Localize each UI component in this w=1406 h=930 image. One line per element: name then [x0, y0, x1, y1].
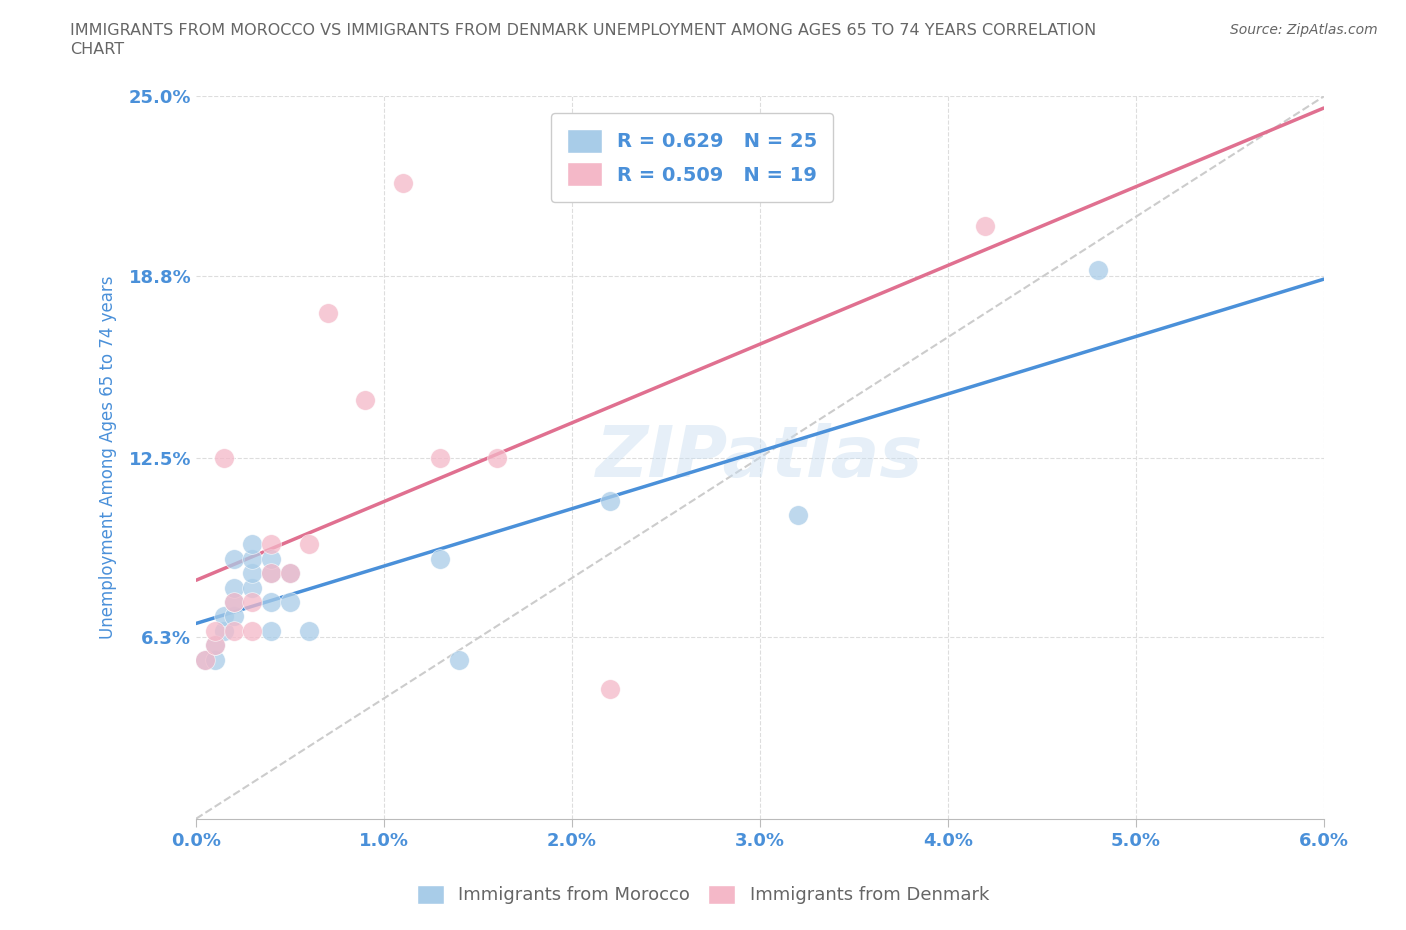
Point [204, 652, 226, 667]
Point [429, 551, 451, 566]
Legend: R = 0.629   N = 25, R = 0.509   N = 19: R = 0.629 N = 25, R = 0.509 N = 19 [551, 113, 834, 202]
Point [222, 580, 245, 595]
Point [222, 609, 245, 624]
Point [278, 565, 301, 580]
Point [194, 652, 217, 667]
Point [204, 638, 226, 653]
Point [214, 623, 236, 638]
Point [242, 623, 264, 638]
Point [242, 565, 264, 580]
Text: ZIPatlas: ZIPatlas [596, 423, 924, 492]
Point [260, 623, 283, 638]
Point [194, 652, 217, 667]
Point [204, 638, 226, 653]
Point [204, 623, 226, 638]
Point [214, 450, 236, 465]
Text: IMMIGRANTS FROM MOROCCO VS IMMIGRANTS FROM DENMARK UNEMPLOYMENT AMONG AGES 65 TO: IMMIGRANTS FROM MOROCCO VS IMMIGRANTS FR… [70, 23, 1097, 38]
Point [260, 565, 283, 580]
Point [316, 306, 339, 321]
Point [260, 594, 283, 609]
Point [222, 594, 245, 609]
Point [260, 565, 283, 580]
Point [974, 219, 997, 233]
Point [260, 551, 283, 566]
Point [242, 594, 264, 609]
Text: CHART: CHART [70, 42, 124, 57]
Text: Source: ZipAtlas.com: Source: ZipAtlas.com [1230, 23, 1378, 37]
Point [278, 565, 301, 580]
Point [429, 450, 451, 465]
Point [449, 652, 471, 667]
Point [485, 450, 508, 465]
Point [298, 623, 321, 638]
Point [354, 392, 377, 407]
Point [214, 609, 236, 624]
Point [298, 537, 321, 551]
Legend: Immigrants from Morocco, Immigrants from Denmark: Immigrants from Morocco, Immigrants from… [409, 878, 997, 911]
Y-axis label: Unemployment Among Ages 65 to 74 years: Unemployment Among Ages 65 to 74 years [100, 276, 117, 639]
Point [222, 623, 245, 638]
Point [242, 580, 264, 595]
Point [786, 508, 808, 523]
Point [1087, 262, 1109, 277]
Point [599, 494, 621, 509]
Point [242, 551, 264, 566]
Point [242, 537, 264, 551]
Point [222, 594, 245, 609]
Point [222, 551, 245, 566]
Point [392, 176, 415, 191]
Point [278, 594, 301, 609]
Point [599, 682, 621, 697]
Point [260, 537, 283, 551]
